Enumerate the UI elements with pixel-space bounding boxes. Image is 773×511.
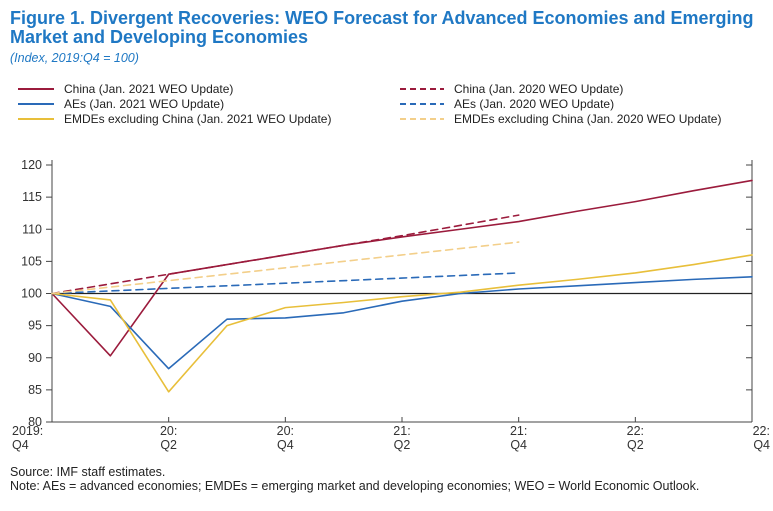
series-line-3	[51, 272, 520, 295]
series-line-2	[51, 275, 753, 370]
figure-subtitle: (Index, 2019:Q4 = 100)	[10, 51, 139, 65]
legend-item-china-2020: China (Jan. 2020 WEO Update)	[400, 82, 773, 96]
y-tick-label: 110	[22, 222, 42, 236]
x-tick-label: Q4	[277, 438, 294, 452]
abbreviation-note: Note: AEs = advanced economies; EMDEs = …	[10, 478, 700, 493]
x-tick-label: Q2	[160, 438, 177, 452]
legend-item-aes-2021: AEs (Jan. 2021 WEO Update)	[18, 97, 384, 111]
x-tick-label: 21:	[393, 424, 410, 438]
series-line-1	[51, 214, 520, 295]
legend-label-emdes-2020: EMDEs excluding China (Jan. 2020 WEO Upd…	[454, 112, 722, 126]
y-tick-label: 80	[28, 415, 42, 429]
x-tick-label: 20:	[277, 424, 294, 438]
chart-series	[51, 179, 753, 393]
x-tick-label: 22:	[753, 424, 770, 438]
chart-axes: 808590951001051101151202019:Q420:Q220:Q4…	[12, 158, 770, 452]
legend-item-emdes-2020: EMDEs excluding China (Jan. 2020 WEO Upd…	[400, 112, 754, 126]
legend-swatch-aes-2021	[18, 103, 54, 105]
legend-label-aes-2021: AEs (Jan. 2021 WEO Update)	[64, 97, 225, 111]
y-tick-label: 95	[28, 319, 42, 333]
x-tick-label: 22:	[627, 424, 644, 438]
legend-swatch-emdes-2021	[18, 118, 54, 120]
source-note: Source: IMF staff estimates.	[10, 465, 166, 479]
y-tick-label: 105	[21, 254, 42, 268]
x-tick-label: Q4	[510, 438, 527, 452]
legend-swatch-aes-2020	[400, 103, 444, 105]
chart-legend: China (Jan. 2021 WEO Update) AEs (Jan. 2…	[18, 82, 758, 148]
y-tick-label: 120	[21, 158, 42, 172]
x-tick-label: Q2	[394, 438, 411, 452]
legend-item-aes-2020: AEs (Jan. 2020 WEO Update)	[400, 97, 773, 111]
figure-title: Figure 1. Divergent Recoveries: WEO Fore…	[10, 8, 754, 47]
legend-label-china-2020: China (Jan. 2020 WEO Update)	[454, 82, 624, 96]
legend-swatch-china-2021	[18, 88, 54, 90]
x-tick-label: Q4	[12, 438, 29, 452]
x-tick-label: Q4	[753, 438, 770, 452]
y-tick-label: 100	[21, 287, 42, 301]
y-tick-label: 85	[28, 383, 42, 397]
chart-notes: Source: IMF staff estimates. Note: AEs =…	[10, 465, 765, 493]
legend-swatch-china-2020	[400, 88, 444, 90]
x-tick-label: 20:	[160, 424, 177, 438]
legend-label-china-2021: China (Jan. 2021 WEO Update)	[64, 82, 234, 96]
legend-label-aes-2020: AEs (Jan. 2020 WEO Update)	[454, 97, 615, 111]
y-tick-label: 115	[22, 190, 42, 204]
series-line-4	[51, 254, 753, 393]
legend-item-china-2021: China (Jan. 2021 WEO Update)	[18, 82, 384, 96]
series-line-5	[51, 241, 520, 295]
series-line-0	[51, 179, 753, 357]
y-tick-label: 90	[28, 351, 42, 365]
legend-swatch-emdes-2020	[400, 118, 444, 120]
x-tick-label: 21:	[510, 424, 527, 438]
legend-item-emdes-2021: EMDEs excluding China (Jan. 2021 WEO Upd…	[18, 112, 364, 126]
x-tick-label: 2019:	[12, 424, 43, 438]
line-chart: 808590951001051101151202019:Q420:Q220:Q4…	[12, 158, 770, 452]
legend-label-emdes-2021: EMDEs excluding China (Jan. 2021 WEO Upd…	[64, 112, 332, 126]
x-tick-label: Q2	[627, 438, 644, 452]
